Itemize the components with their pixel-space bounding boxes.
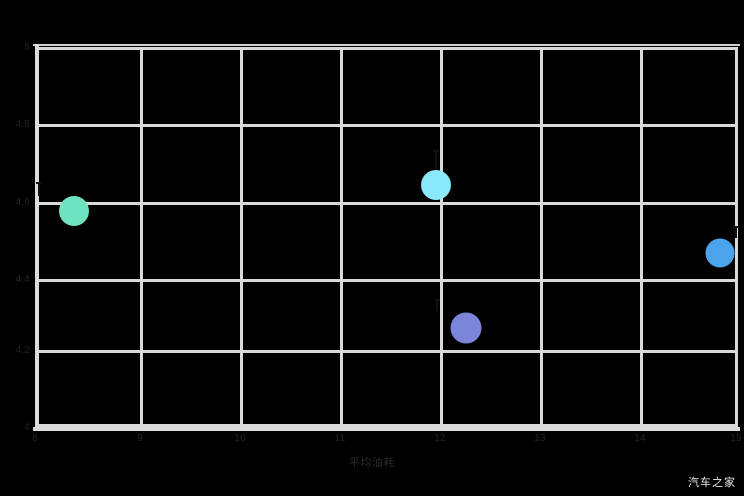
plot-area (35, 47, 738, 427)
marker-needle-cap (733, 226, 739, 228)
x-tick-label: 13 (534, 433, 546, 444)
gridline-horizontal (35, 350, 738, 353)
y-tick-label: 5 (24, 42, 30, 53)
x-tick-label: 8 (32, 433, 38, 444)
gridline-vertical (440, 47, 443, 427)
gridline-horizontal (35, 124, 738, 127)
y-tick-label: 4.4 (15, 274, 30, 285)
data-point-bubble[interactable] (705, 238, 735, 268)
marker-needle-cap (36, 182, 42, 184)
x-axis-line (33, 427, 740, 431)
y-tick-label: 4 (24, 422, 30, 433)
data-point-bubble[interactable] (421, 170, 451, 200)
gridline-vertical (340, 47, 343, 427)
gridline-horizontal (35, 47, 738, 50)
gridline-vertical (240, 47, 243, 427)
y-tick-label: 4.6 (15, 197, 30, 208)
marker-needle-cap (433, 150, 439, 152)
x-tick-label: 9 (137, 433, 143, 444)
gridline-horizontal (35, 202, 738, 205)
y-tick-label: 4.2 (15, 345, 30, 356)
x-tick-label: 10 (234, 433, 246, 444)
x-tick-label: 15 (730, 433, 742, 444)
gridline-vertical (640, 47, 643, 427)
marker-needle (38, 182, 40, 196)
marker-needle (435, 150, 437, 180)
data-point-bubble[interactable] (450, 312, 482, 344)
x-tick-label: 11 (334, 433, 346, 444)
y-axis-line (35, 44, 39, 430)
gridline-vertical (540, 47, 543, 427)
watermark-logo: 汽车之家 (688, 477, 736, 489)
x-axis-title: 平均油耗 (349, 457, 395, 469)
x-tick-label: 12 (434, 433, 446, 444)
marker-needle (436, 299, 438, 311)
gridline-horizontal (35, 424, 738, 427)
axis-top-rule (33, 44, 740, 46)
x-tick-label: 14 (634, 433, 646, 444)
gridline-vertical (140, 47, 143, 427)
gridline-horizontal (35, 279, 738, 282)
marker-needle-cap (434, 299, 440, 301)
marker-needle (735, 226, 737, 238)
y-tick-label: 4.8 (15, 119, 30, 130)
data-point-bubble[interactable] (59, 196, 89, 226)
